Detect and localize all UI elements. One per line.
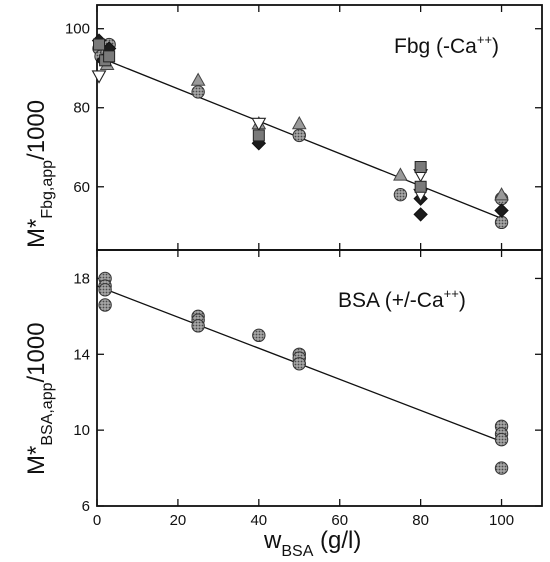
bottom-data-point-circle bbox=[191, 319, 205, 333]
bottom-plot-frame bbox=[96, 249, 543, 507]
top-data-point-square bbox=[252, 129, 265, 142]
x-tick-label: 40 bbox=[250, 512, 267, 529]
top-markers bbox=[91, 33, 509, 230]
bottom-y-axis-label: M*BSA,app/1000 bbox=[23, 322, 56, 475]
bottom-data-point-circle bbox=[494, 461, 509, 475]
top-panel: 60 80 100 Fbg (-Ca++) M*Fbg,app/1000 bbox=[23, 4, 543, 251]
top-data-point-triangle-down bbox=[251, 117, 267, 132]
bottom-data-point-circle bbox=[252, 328, 266, 343]
x-tick-label: 0 bbox=[93, 512, 101, 529]
top-data-point-square bbox=[414, 180, 427, 193]
top-data-point-circle bbox=[191, 85, 205, 99]
top-data-point-triangle-up bbox=[190, 72, 206, 86]
top-y-tick-label: 100 bbox=[65, 21, 90, 38]
top-y-tick-label: 80 bbox=[73, 100, 90, 117]
x-tick-label: 80 bbox=[412, 512, 429, 529]
bottom-data-point-circle bbox=[98, 298, 112, 312]
bottom-y-tick-label: 18 bbox=[73, 270, 90, 287]
x-tick-label: 100 bbox=[489, 512, 514, 529]
x-tick-label: 20 bbox=[170, 512, 187, 529]
top-y-tick-label: 60 bbox=[73, 179, 90, 196]
bottom-markers bbox=[98, 271, 509, 475]
bottom-panel-label: BSA (+/-Ca++) bbox=[338, 286, 466, 312]
top-data-point-circle bbox=[292, 128, 306, 143]
x-tick-label: 60 bbox=[331, 512, 348, 529]
top-data-point-triangle-up bbox=[494, 187, 509, 201]
top-panel-label: Fbg (-Ca++) bbox=[394, 32, 499, 58]
bottom-y-tick-label: 14 bbox=[73, 346, 90, 363]
top-data-point-triangle-up bbox=[393, 167, 408, 181]
top-data-point-square bbox=[414, 161, 427, 174]
top-data-point-square bbox=[93, 38, 106, 51]
top-data-point-diamond bbox=[494, 203, 509, 218]
bottom-y-tick-label: 6 bbox=[82, 498, 90, 515]
top-data-point-triangle-up bbox=[291, 116, 307, 130]
top-data-point-circle bbox=[494, 215, 509, 230]
top-data-point-triangle-down bbox=[91, 70, 107, 84]
top-data-point-circle bbox=[393, 187, 408, 202]
bottom-y-tick-label: 10 bbox=[73, 422, 90, 439]
x-axis-label: wBSA (g/l) bbox=[263, 527, 361, 560]
bottom-data-point-circle bbox=[98, 283, 112, 297]
top-y-axis-label: M*Fbg,app/1000 bbox=[23, 100, 56, 248]
bottom-x-ticks: 0 20 40 60 80 100 bbox=[93, 250, 514, 529]
top-data-point-square bbox=[103, 50, 116, 63]
top-x-ticks bbox=[96, 5, 503, 250]
top-y-ticks: 60 80 100 bbox=[65, 21, 542, 196]
bottom-data-point-circle bbox=[292, 357, 306, 371]
top-data-point-diamond bbox=[413, 207, 428, 222]
bottom-data-point-circle bbox=[494, 432, 509, 447]
bottom-panel: 6 10 14 18 0 20 40 60 80 100 BSA (+/-Ca++) M*BSA… bbox=[23, 249, 543, 560]
bottom-y-ticks: 6 10 14 18 bbox=[73, 270, 542, 515]
